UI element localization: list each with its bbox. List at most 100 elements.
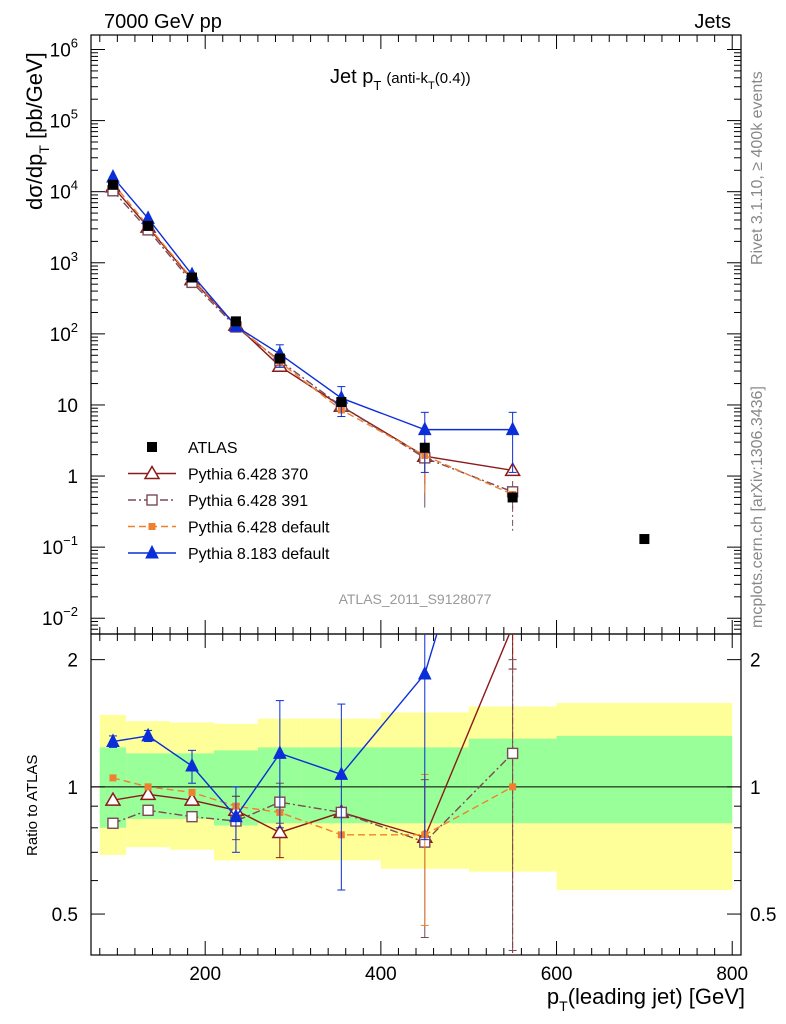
chart-title: Jet pT (anti-kT(0.4)) <box>330 66 471 93</box>
y-tick-exp: −2 <box>63 604 78 619</box>
y-tick-base: 10 <box>42 609 63 630</box>
legend-marker <box>143 465 161 480</box>
y-tick-base: 1 <box>67 467 78 488</box>
ratio-point <box>104 791 122 806</box>
y-tick-label: 10−1 <box>42 533 78 559</box>
series-line <box>112 190 513 493</box>
legend-marker <box>145 544 159 559</box>
y-tick-base: 10 <box>50 183 71 204</box>
ratio-bands <box>91 702 741 891</box>
title-extra-sub: T <box>428 80 435 92</box>
series-line <box>112 182 513 496</box>
ratio-line <box>112 752 514 843</box>
y-tick-label: 105 <box>50 107 78 133</box>
series-2 <box>109 179 517 499</box>
title-extra: (anti-k <box>386 70 428 87</box>
y-tick-label: 106 <box>50 36 78 62</box>
ratio-point <box>273 745 287 759</box>
data-point <box>143 220 154 231</box>
series-line <box>112 186 513 472</box>
y-tick-label: 104 <box>50 178 78 204</box>
ratio-point <box>141 727 155 742</box>
series-1 <box>107 185 519 509</box>
ratio-tick-label-right: 2 <box>750 651 761 672</box>
legend: ATLAS Pythia 6.428 370 Pythia 6.428 391 Pyt… <box>128 440 330 563</box>
y-tick-base: 10 <box>50 112 71 133</box>
ratio-point <box>417 665 432 680</box>
p8-errors <box>275 344 517 473</box>
y-tick-exp: 6 <box>71 36 78 51</box>
ratio-tick-label: 2 <box>67 651 78 672</box>
ratio-point <box>506 747 519 760</box>
data-point <box>274 353 285 364</box>
legend-label: Pythia 8.183 default <box>188 546 330 563</box>
legend-marker <box>148 523 156 530</box>
data-point <box>230 316 241 327</box>
series-0 <box>104 178 521 485</box>
ratio-y-label: Ratio to ATLAS <box>24 755 41 856</box>
atlas-data <box>107 179 650 545</box>
ratio-tick-label-right: 0.5 <box>750 905 776 926</box>
title-extra-end: (0.4)) <box>435 70 471 87</box>
ratio-point <box>142 804 154 817</box>
ratio-tick-label: 1 <box>67 778 78 799</box>
ratio-point <box>107 817 119 829</box>
ratio-tick-label-right: 1 <box>750 778 761 799</box>
x-tick-label: 600 <box>541 964 573 985</box>
legend-marker <box>147 442 157 452</box>
main-series <box>104 169 650 545</box>
header-right: Jets <box>694 11 731 33</box>
y-tick-base: 10 <box>50 254 71 275</box>
ratio-point <box>106 733 120 748</box>
data-point <box>419 442 430 453</box>
y-tick-label: 102 <box>50 320 78 346</box>
ratio-point <box>139 785 157 801</box>
y-tick-label: 103 <box>50 249 78 275</box>
x-label-sub: T <box>559 998 568 1014</box>
series-3 <box>106 169 520 436</box>
ratio-point <box>185 757 199 772</box>
y-tick-label: 10 <box>57 396 78 417</box>
series-line <box>112 176 513 431</box>
ratio-point <box>183 791 201 806</box>
ratio-line <box>112 777 513 836</box>
y-label-unit: [pb/GeV] <box>22 52 47 139</box>
y-tick-base: 10 <box>50 325 71 346</box>
data-point <box>507 492 518 503</box>
x-tick-label: 800 <box>716 964 748 985</box>
ratio-plot: 200 400 600 800 2 2 1 1 0.5 0.5 <box>52 633 776 985</box>
rivet-label: Rivet 3.1.10, ≥ 400k events <box>749 71 766 265</box>
y-tick-exp: 5 <box>71 107 78 122</box>
y-label-sub: T <box>36 145 52 154</box>
ratio-tick-label: 0.5 <box>52 905 78 926</box>
ratio-point <box>188 788 196 796</box>
data-point <box>187 272 198 283</box>
legend-label: ATLAS <box>188 440 238 457</box>
ratio-point <box>271 823 289 839</box>
data-point <box>107 179 118 190</box>
y-tick-exp: −1 <box>63 533 78 548</box>
x-label-rest: (leading jet) [GeV] <box>568 984 745 1009</box>
main-frame <box>90 34 742 635</box>
legend-label: Pythia 6.428 391 <box>188 493 308 510</box>
ratio-point <box>509 783 517 791</box>
band-inner-8 <box>556 735 733 824</box>
title-sub: T <box>373 78 381 93</box>
header-left: 7000 GeV pp <box>104 11 222 33</box>
ratio-series <box>104 634 519 955</box>
data-point <box>336 397 347 408</box>
x-label-main: p <box>547 984 559 1009</box>
x-axis-label: pT(leading jet) [GeV] <box>547 984 745 1014</box>
mcplots-label: mcplots.cern.ch [arXiv:1306.3436] <box>749 386 766 628</box>
y-tick-label: 10−2 <box>42 604 78 630</box>
ratio-series-3 <box>106 634 438 891</box>
ratio-point <box>109 774 117 782</box>
ratio-point <box>334 766 349 780</box>
x-tick-label: 400 <box>365 964 397 985</box>
y-tick-label: 1 <box>67 467 78 488</box>
y-tick-base: 10 <box>42 538 63 559</box>
y-label-main: dσ/dp <box>22 154 47 210</box>
ratio-point <box>144 783 152 791</box>
title-main: Jet p <box>330 66 373 88</box>
